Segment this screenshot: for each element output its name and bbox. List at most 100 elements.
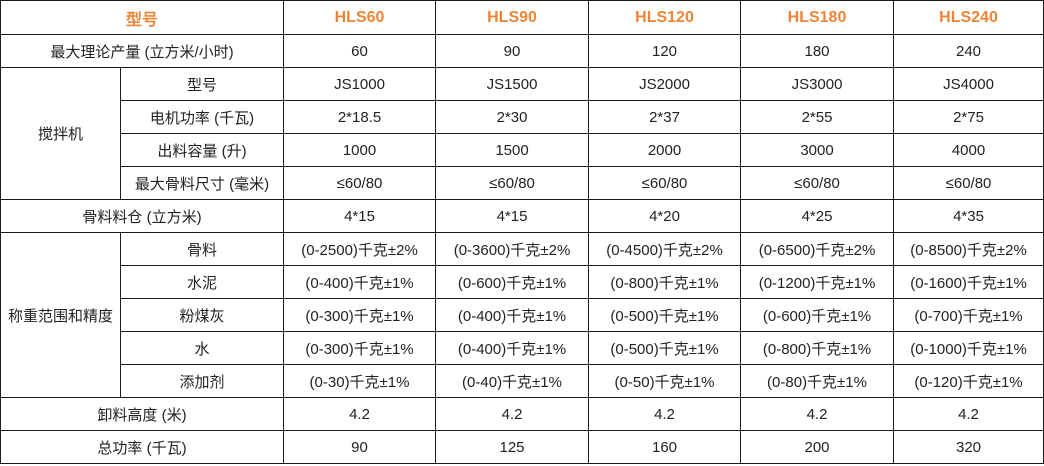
value-cell: (0-6500)千克±2% (740, 232, 895, 266)
value-cell: 90 (435, 34, 590, 68)
value-cell: 90 (283, 430, 437, 464)
value-cell: (0-30)千克±1% (283, 364, 437, 398)
value-cell: (0-3600)千克±2% (435, 232, 590, 266)
row-label: 出料容量 (升) (119, 133, 285, 167)
value-cell: 2*75 (893, 100, 1044, 134)
value-cell: 4*15 (283, 199, 437, 233)
value-cell: 2*37 (588, 100, 742, 134)
model-header: HLS120 (588, 0, 742, 35)
value-cell: (0-300)千克±1% (283, 331, 437, 365)
value-cell: ≤60/80 (588, 166, 742, 200)
value-cell: 4.2 (893, 397, 1044, 431)
value-cell: 160 (588, 430, 742, 464)
row-label: 卸料高度 (米) (0, 397, 285, 431)
row-label: 添加剂 (119, 364, 285, 398)
value-cell: (0-1200)千克±1% (740, 265, 895, 299)
table-row: 称重范围和精度 骨料 (0-2500)千克±2% (0-3600)千克±2% (0-45… (0, 232, 1044, 398)
value-cell: 2000 (588, 133, 742, 167)
value-cell: JS3000 (740, 67, 895, 101)
value-cell: 4.2 (435, 397, 590, 431)
value-cell: 240 (893, 34, 1044, 68)
value-cell: (0-4500)千克±2% (588, 232, 742, 266)
table-row: 出料容量 (升) 1000 1500 2000 3000 4000 (1, 133, 1044, 167)
value-cell: JS1500 (435, 67, 590, 101)
value-cell: ≤60/80 (740, 166, 895, 200)
table-row: 骨料料仓 (立方米) 4*15 4*15 4*20 4*25 4*35 (0, 199, 1044, 233)
value-cell: 1500 (435, 133, 590, 167)
row-label: 水泥 (119, 265, 285, 299)
model-header: HLS90 (435, 0, 590, 35)
value-cell: (0-2500)千克±2% (283, 232, 437, 266)
value-cell: (0-800)千克±1% (588, 265, 742, 299)
value-cell: 4000 (893, 133, 1044, 167)
value-cell: (0-600)千克±1% (740, 298, 895, 332)
row-label: 最大骨料尺寸 (毫米) (119, 166, 285, 200)
value-cell: (0-500)千克±1% (588, 331, 742, 365)
value-cell: ≤60/80 (893, 166, 1044, 200)
value-cell: 1000 (283, 133, 437, 167)
table-row: 电机功率 (千瓦) 2*18.5 2*30 2*37 2*55 2*75 (1, 100, 1044, 134)
value-cell: 2*18.5 (283, 100, 437, 134)
value-cell: (0-800)千克±1% (740, 331, 895, 365)
value-cell: (0-500)千克±1% (588, 298, 742, 332)
group-label: 称重范围和精度 (0, 232, 121, 398)
row-label: 骨料 (119, 232, 285, 266)
table-row: 最大骨料尺寸 (毫米) ≤60/80 ≤60/80 ≤60/80 ≤60/80 ≤60/8… (1, 166, 1044, 200)
value-cell: (0-1600)千克±1% (893, 265, 1044, 299)
value-cell: 180 (740, 34, 895, 68)
value-cell: 120 (588, 34, 742, 68)
row-label: 粉煤灰 (119, 298, 285, 332)
value-cell: JS2000 (588, 67, 742, 101)
row-label: 水 (119, 331, 285, 365)
row-label: 总功率 (千瓦) (0, 430, 285, 464)
value-cell: 60 (283, 34, 437, 68)
table-row: 粉煤灰 (0-300)千克±1% (0-400)千克±1% (0-500)千克±1%(… (1, 298, 1044, 332)
model-header: HLS180 (740, 0, 895, 35)
value-cell: ≤60/80 (283, 166, 437, 200)
value-cell: 4.2 (740, 397, 895, 431)
row-label: 型号 (119, 67, 285, 101)
value-cell: 320 (893, 430, 1044, 464)
table-row: 卸料高度 (米) 4.2 4.2 4.2 4.2 4.2 (0, 397, 1044, 431)
row-label: 最大理论产量 (立方米/小时) (0, 34, 285, 68)
table-row: 水泥 (0-400)千克±1% (0-600)千克±1% (0-800)千克±1% (0… (1, 265, 1044, 299)
value-cell: (0-700)千克±1% (893, 298, 1044, 332)
value-cell: ≤60/80 (435, 166, 590, 200)
row-label: 骨料料仓 (立方米) (0, 199, 285, 233)
value-cell: (0-400)千克±1% (435, 331, 590, 365)
value-cell: (0-50)千克±1% (588, 364, 742, 398)
value-cell: 4*20 (588, 199, 742, 233)
model-header: HLS240 (893, 0, 1044, 35)
value-cell: 2*55 (740, 100, 895, 134)
value-cell: 3000 (740, 133, 895, 167)
value-cell: (0-8500)千克±2% (893, 232, 1044, 266)
value-cell: (0-300)千克±1% (283, 298, 437, 332)
value-cell: 4*15 (435, 199, 590, 233)
group-label: 搅拌机 (0, 67, 121, 200)
value-cell: JS4000 (893, 67, 1044, 101)
value-cell: JS1000 (283, 67, 437, 101)
value-cell: 4*25 (740, 199, 895, 233)
value-cell: (0-400)千克±1% (435, 298, 590, 332)
table-row: 水 (0-300)千克±1% (0-400)千克±1% (0-500)千克±1% (0-… (1, 331, 1044, 365)
value-cell: (0-600)千克±1% (435, 265, 590, 299)
header-row: 型号 HLS60 HLS90 HLS120 HLS180 HLS240 (0, 0, 1044, 35)
model-header: HLS60 (283, 0, 437, 35)
table-row: 最大理论产量 (立方米/小时) 60 90 120 180 240 (0, 34, 1044, 68)
value-cell: 4*35 (893, 199, 1044, 233)
table-row: 搅拌机 型号 JS1000 JS1500 JS2000 JS3000 JS4000 (0, 67, 1044, 200)
value-cell: 2*30 (435, 100, 590, 134)
table-row: 添加剂 (0-30)千克±1% (0-40)千克±1% (0-50)千克±1% (0-8… (1, 364, 1044, 398)
value-cell: (0-1000)千克±1% (893, 331, 1044, 365)
value-cell: 200 (740, 430, 895, 464)
value-cell: (0-80)千克±1% (740, 364, 895, 398)
value-cell: 125 (435, 430, 590, 464)
table-row: 总功率 (千瓦) 90 125 160 200 320 (0, 430, 1044, 464)
value-cell: (0-40)千克±1% (435, 364, 590, 398)
row-label: 电机功率 (千瓦) (119, 100, 285, 134)
value-cell: 4.2 (283, 397, 437, 431)
value-cell: (0-400)千克±1% (283, 265, 437, 299)
value-cell: 4.2 (588, 397, 742, 431)
header-label: 型号 (0, 0, 285, 35)
